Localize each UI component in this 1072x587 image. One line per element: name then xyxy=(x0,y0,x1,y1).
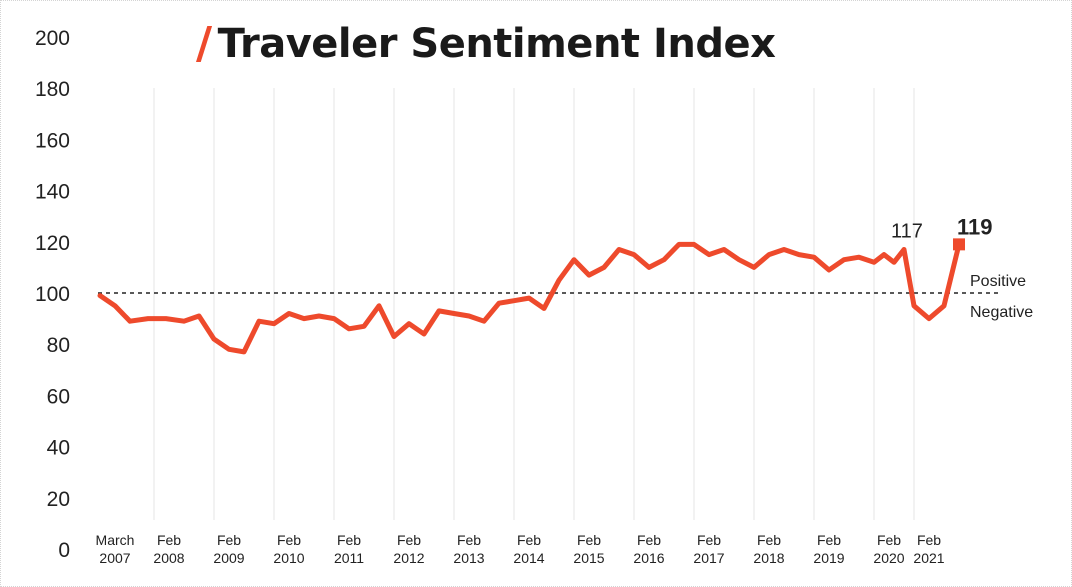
x-tick-label: 2020 xyxy=(873,550,904,566)
chart-title-text: Traveler Sentiment Index xyxy=(217,20,776,67)
x-tick-label: Feb xyxy=(157,532,181,548)
y-tick-label: 80 xyxy=(47,334,70,357)
x-tick-label: Feb xyxy=(517,532,541,548)
y-tick-label: 60 xyxy=(47,385,70,408)
negative-label: Negative xyxy=(970,304,1033,321)
title-slash-mark: / xyxy=(196,18,212,69)
x-tick-label: Feb xyxy=(637,532,661,548)
x-tick-label: 2009 xyxy=(213,550,244,566)
y-tick-label: 180 xyxy=(35,78,70,101)
x-tick-label: Feb xyxy=(817,532,841,548)
x-tick-label: Feb xyxy=(577,532,601,548)
y-tick-label: 20 xyxy=(47,488,70,511)
x-tick-label: 2019 xyxy=(813,550,844,566)
x-tick-label: 2014 xyxy=(513,550,544,566)
x-tick-label: Feb xyxy=(917,532,941,548)
x-tick-label: 2021 xyxy=(913,550,944,566)
positive-label: Positive xyxy=(970,273,1026,290)
x-tick-label: Feb xyxy=(697,532,721,548)
x-tick-label: 2015 xyxy=(573,550,604,566)
data-label-latest: 119 xyxy=(957,214,993,239)
x-tick-label: Feb xyxy=(457,532,481,548)
x-tick-label: Feb xyxy=(397,532,421,548)
x-tick-label: 2016 xyxy=(633,550,664,566)
x-tick-label: 2007 xyxy=(99,550,130,566)
x-tick-label: Feb xyxy=(217,532,241,548)
x-tick-label: Feb xyxy=(757,532,781,548)
y-tick-label: 140 xyxy=(35,181,70,204)
x-tick-label: Feb xyxy=(877,532,901,548)
series-end-marker xyxy=(953,238,965,251)
chart-title: / Traveler Sentiment Index xyxy=(196,18,776,69)
y-tick-label: 160 xyxy=(35,129,70,152)
x-tick-label: 2012 xyxy=(393,550,424,566)
x-tick-label: March xyxy=(96,532,135,548)
x-tick-label: Feb xyxy=(337,532,361,548)
data-label: 117 xyxy=(891,220,923,242)
series-line xyxy=(97,241,962,355)
y-tick-label: 200 xyxy=(35,27,70,50)
x-tick-label: Feb xyxy=(277,532,301,548)
x-tick-label: 2018 xyxy=(753,550,784,566)
x-tick-label: 2008 xyxy=(153,550,184,566)
x-tick-label: 2010 xyxy=(273,550,304,566)
y-tick-label: 0 xyxy=(58,539,70,562)
x-tick-label: 2011 xyxy=(334,550,364,566)
y-tick-label: 40 xyxy=(47,437,70,460)
x-tick-label: 2013 xyxy=(453,550,484,566)
y-tick-label: 120 xyxy=(35,232,70,255)
x-tick-label: 2017 xyxy=(693,550,724,566)
y-tick-label: 100 xyxy=(35,283,70,306)
